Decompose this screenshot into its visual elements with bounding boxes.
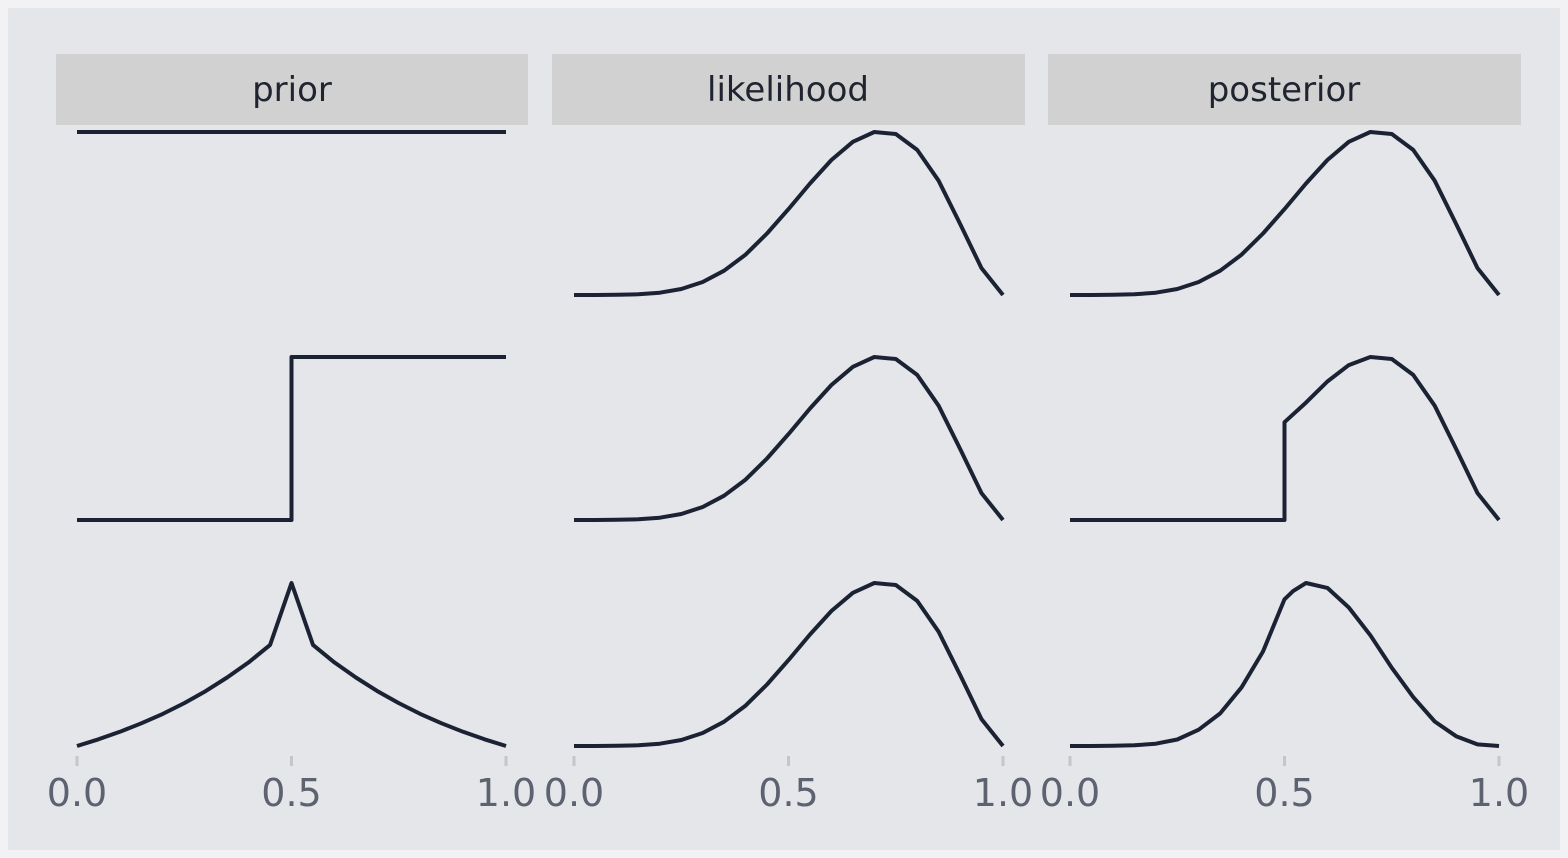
- tick-label-posterior-1: 0.5: [1254, 771, 1314, 815]
- strip-likelihood: likelihood: [552, 54, 1025, 125]
- tick-label-posterior-0: 0.0: [1040, 771, 1100, 815]
- curve-posterior-row-3: [1070, 581, 1500, 748]
- tick-label-prior-2: 1.0: [476, 771, 536, 815]
- curve-likelihood-row-2: [574, 355, 1005, 522]
- tick-label-prior-1: 0.5: [261, 771, 321, 815]
- curve-likelihood-row-1: [574, 130, 1005, 297]
- curve-likelihood-row-3: [574, 581, 1005, 748]
- strip-posterior: posterior: [1048, 54, 1521, 125]
- curves: [76, 130, 1501, 748]
- curve-posterior-row-1: [1070, 130, 1501, 297]
- strip-background-likelihood: [552, 54, 1025, 125]
- strip-background-prior: [56, 54, 528, 125]
- x-axis-likelihood: 0.0 0.5 1.0: [544, 756, 1033, 815]
- strip-label-posterior: posterior: [1208, 70, 1361, 110]
- tick-label-prior-0: 0.0: [47, 771, 107, 815]
- curve-prior-row-3: [76, 581, 507, 748]
- strip-label-prior: prior: [252, 70, 332, 110]
- curve-posterior-row-2: [1070, 355, 1501, 522]
- strip-label-likelihood: likelihood: [707, 70, 869, 110]
- curve-prior-row-2: [77, 355, 506, 522]
- x-axis-posterior: 0.0 0.5 1.0: [1040, 756, 1529, 815]
- x-axis-prior: 0.0 0.5 1.0: [47, 756, 536, 815]
- strip-prior: prior: [56, 54, 528, 125]
- tick-label-likelihood-0: 0.0: [544, 771, 604, 815]
- tick-label-likelihood-2: 1.0: [973, 771, 1033, 815]
- tick-label-posterior-2: 1.0: [1469, 771, 1529, 815]
- strip-background-posterior: [1048, 54, 1521, 125]
- plot-background: [8, 8, 1560, 850]
- tick-label-likelihood-1: 0.5: [758, 771, 818, 815]
